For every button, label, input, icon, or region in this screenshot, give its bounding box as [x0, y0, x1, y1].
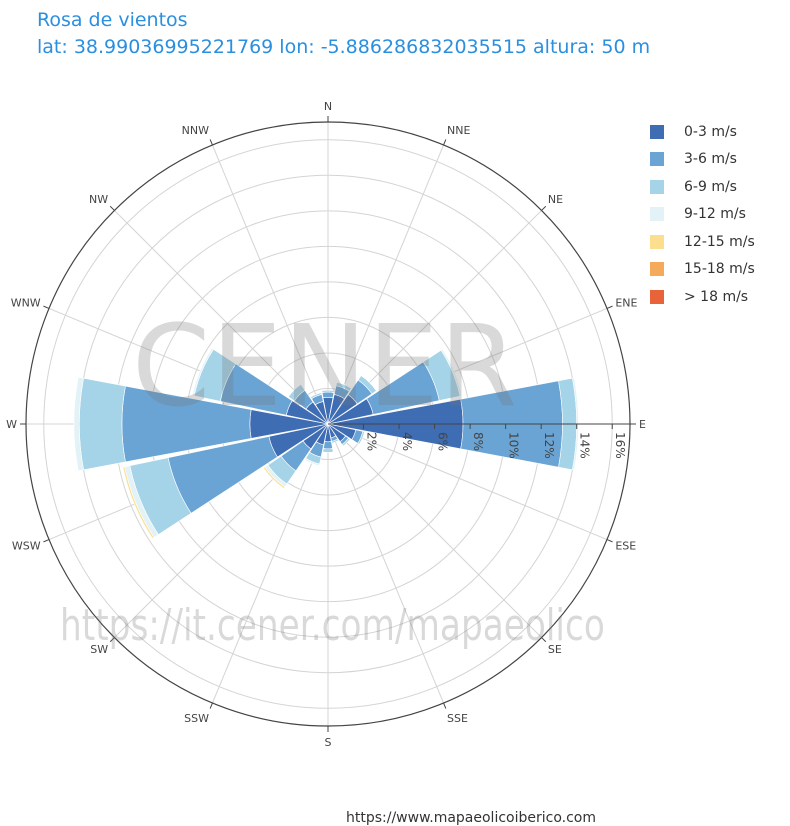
- legend-item[interactable]: 3-6 m/s: [650, 146, 755, 174]
- legend-label: 0-3 m/s: [684, 123, 737, 140]
- wedge-S-6-9 m/s: [322, 448, 334, 453]
- legend-item[interactable]: 9-12 m/s: [650, 201, 755, 229]
- legend-swatch: [650, 207, 664, 222]
- legend-item[interactable]: 12-15 m/s: [650, 228, 755, 256]
- direction-tick: [606, 305, 613, 309]
- direction-label-S: S: [325, 736, 332, 749]
- direction-tick: [43, 305, 50, 309]
- direction-tick: [443, 702, 447, 709]
- direction-tick: [209, 702, 213, 709]
- legend-item[interactable]: > 18 m/s: [650, 283, 755, 311]
- legend-swatch: [650, 179, 664, 194]
- legend-label: > 18 m/s: [684, 288, 749, 305]
- radial-tick-label: 16%: [613, 432, 627, 459]
- wedge-SSW-9-12 m/s: [304, 457, 320, 467]
- wedge-WSW-12-15 m/s: [122, 466, 155, 539]
- direction-tick: [109, 637, 115, 643]
- direction-tick: [541, 637, 547, 643]
- grid-spoke: [211, 144, 329, 425]
- legend-label: 3-6 m/s: [684, 151, 737, 168]
- radial-tick-label: 12%: [542, 432, 556, 459]
- direction-label-ESE: ESE: [615, 540, 636, 553]
- legend-label: 15-18 m/s: [684, 261, 755, 278]
- legend-item[interactable]: 6-9 m/s: [650, 173, 755, 201]
- direction-label-NNW: NNW: [182, 124, 209, 137]
- legend-label: 6-9 m/s: [684, 178, 737, 195]
- wedge-N-6-9 m/s: [321, 389, 335, 393]
- wedge-W-6-9 m/s: [78, 377, 126, 471]
- legend-swatch: [650, 152, 664, 167]
- direction-label-SE: SE: [548, 643, 562, 656]
- direction-label-NW: NW: [89, 193, 108, 206]
- direction-label-SSW: SSW: [184, 712, 209, 725]
- legend-swatch: [650, 234, 664, 249]
- wedge-ENE-9-12 m/s: [440, 348, 463, 397]
- wedge-SSE-6-9 m/s: [331, 438, 340, 444]
- direction-label-WNW: WNW: [11, 296, 41, 309]
- direction-label-E: E: [639, 418, 646, 431]
- grid-spoke: [114, 210, 329, 425]
- wedge-W-9-12 m/s: [73, 376, 84, 472]
- radial-axis: 2% 4% 6% 8% 10% 12% 14% 16%: [328, 423, 630, 459]
- grid-spoke: [327, 423, 445, 704]
- grid-spoke: [327, 144, 445, 425]
- radial-tick-label: 14%: [578, 432, 592, 459]
- legend-item[interactable]: 15-18 m/s: [650, 256, 755, 284]
- grid-spoke: [211, 423, 329, 704]
- grid-spoke: [327, 423, 542, 638]
- wedge-SE-6-9 m/s: [341, 437, 351, 447]
- direction-tick: [109, 205, 115, 211]
- wedge-NNE-6-9 m/s: [335, 381, 352, 392]
- wedge-E-9-12 m/s: [572, 377, 579, 471]
- wedge-bars: [73, 347, 579, 539]
- legend-swatch: [650, 124, 664, 139]
- direction-label-WSW: WSW: [12, 540, 41, 553]
- direction-label-NNE: NNE: [447, 124, 470, 137]
- wedge-NW-6-9 m/s: [288, 384, 306, 402]
- grid-spoke: [327, 423, 608, 541]
- legend-swatch: [650, 289, 664, 304]
- wedge-NNW-6-9 m/s: [310, 392, 323, 400]
- chart-legend: 0-3 m/s 3-6 m/s 6-9 m/s 9-12 m/s 12-15 m/s 15…: [650, 118, 755, 311]
- chart-title: Rosa de vientos: [37, 9, 188, 31]
- wedge-WNW-9-12 m/s: [192, 347, 214, 397]
- wedge-SW-12-15 m/s: [263, 466, 286, 489]
- legend-label: 12-15 m/s: [684, 233, 755, 250]
- direction-tick: [443, 139, 447, 146]
- direction-tick: [43, 539, 50, 543]
- wedge-ESE-6-9 m/s: [357, 430, 365, 445]
- radial-tick-label: 10%: [507, 432, 521, 459]
- direction-label-N: N: [324, 100, 332, 113]
- radial-tick-label: 8%: [471, 432, 485, 451]
- legend-item[interactable]: 0-3 m/s: [650, 118, 755, 146]
- direction-tick: [606, 539, 613, 543]
- direction-tick: [541, 205, 547, 211]
- wedge-N-3-6 m/s: [321, 391, 335, 399]
- wedge-S-3-6 m/s: [323, 441, 333, 450]
- direction-label-NE: NE: [548, 193, 563, 206]
- direction-labels: N NNE NE ENE E ESE SE SSE S SSW SW WSW W WNW NW NNW: [6, 100, 646, 749]
- direction-tick: [209, 139, 213, 146]
- direction-label-ENE: ENE: [615, 296, 637, 309]
- direction-label-W: W: [6, 418, 17, 431]
- legend-label: 9-12 m/s: [684, 206, 746, 223]
- wedge-NE-6-9 m/s: [357, 375, 377, 395]
- legend-swatch: [650, 262, 664, 277]
- chart-subtitle: lat: 38.99036995221769 lon: -5.886286832…: [37, 36, 651, 58]
- direction-label-SSE: SSE: [447, 712, 468, 725]
- footer-link[interactable]: https://www.mapaeolicoiberico.com: [346, 810, 597, 826]
- direction-label-SW: SW: [90, 643, 108, 656]
- radial-tick-label: 4%: [400, 432, 414, 451]
- radial-tick-label: 6%: [436, 432, 450, 451]
- radial-tick-label: 2%: [365, 432, 379, 451]
